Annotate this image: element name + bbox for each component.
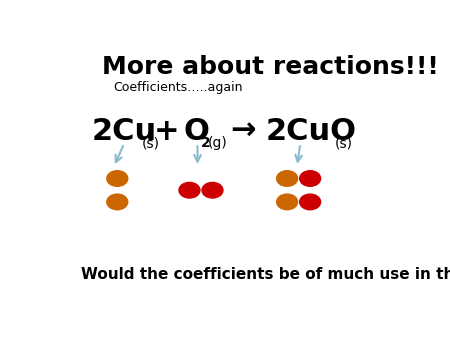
Circle shape <box>300 171 320 186</box>
Text: +: + <box>153 117 179 146</box>
Circle shape <box>277 194 297 210</box>
Circle shape <box>107 171 128 186</box>
Text: More about reactions!!!: More about reactions!!! <box>102 54 438 79</box>
Text: Would the coefficients be of much use in the lab?????: Would the coefficients be of much use in… <box>81 267 450 282</box>
Text: 2: 2 <box>201 136 211 150</box>
Circle shape <box>300 194 320 210</box>
Text: (s): (s) <box>142 136 160 150</box>
Text: 2CuO: 2CuO <box>266 117 356 146</box>
Circle shape <box>277 171 297 186</box>
Text: →: → <box>230 117 256 146</box>
Text: O: O <box>184 117 209 146</box>
Text: Coefficients…..again: Coefficients…..again <box>113 81 243 94</box>
Circle shape <box>179 183 200 198</box>
Circle shape <box>107 194 128 210</box>
Text: (s): (s) <box>335 136 353 150</box>
Circle shape <box>202 183 223 198</box>
Text: (g): (g) <box>208 136 228 150</box>
Text: 2Cu: 2Cu <box>91 117 156 146</box>
